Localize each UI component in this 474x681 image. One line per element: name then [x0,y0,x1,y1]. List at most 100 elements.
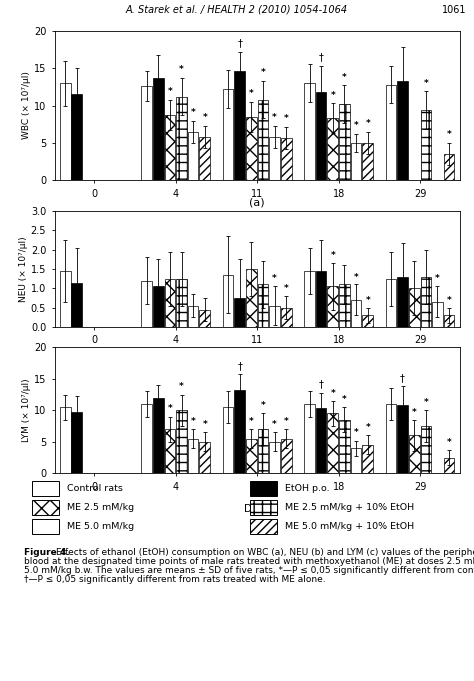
Bar [397,277,408,327]
Text: *: * [261,68,265,77]
Bar [269,442,280,473]
Text: *: * [423,78,428,88]
Bar [188,132,199,180]
Text: *: * [284,114,289,123]
Bar [176,97,187,180]
Text: *: * [342,395,347,404]
Bar [316,271,327,327]
Text: *: * [284,417,289,426]
Y-axis label: LYM (× 10⁷/μl): LYM (× 10⁷/μl) [22,379,31,442]
Y-axis label: WBC (× 10⁷/μl): WBC (× 10⁷/μl) [22,72,31,140]
Bar [281,138,292,180]
Text: ME 2.5 mM/kg: ME 2.5 mM/kg [67,503,135,512]
Text: Days: Days [244,505,270,514]
Bar [153,398,164,473]
Bar [60,83,71,180]
Bar [200,137,210,180]
Bar [386,279,396,327]
Bar [420,110,431,180]
Bar [281,439,292,473]
Bar [258,285,268,327]
Text: Control rats: Control rats [67,484,123,493]
Text: *: * [330,251,335,260]
Text: †: † [319,52,324,62]
Bar [164,429,175,473]
Bar [386,84,396,180]
Bar [432,302,443,327]
Bar [420,276,431,327]
Text: *: * [249,89,254,98]
Bar [188,306,199,327]
Bar [444,315,455,327]
Bar [72,412,82,473]
Text: *: * [284,284,289,293]
Text: ME 5.0 mM/kg: ME 5.0 mM/kg [67,522,135,531]
Bar [200,442,210,473]
Bar [164,279,175,327]
Text: *: * [191,108,196,117]
Bar [397,81,408,180]
Bar [141,86,152,180]
Text: *: * [447,130,452,140]
Bar [164,114,175,180]
Bar [328,118,338,180]
Text: *: * [202,420,207,429]
Bar [328,286,338,327]
Text: 5.0 mM/kg b.w. The values are means ± SD of five rats, *—P ≤ 0,05 significantly : 5.0 mM/kg b.w. The values are means ± SD… [24,566,474,575]
FancyBboxPatch shape [32,519,59,534]
Text: *: * [261,401,265,410]
Bar [409,288,419,327]
Text: *: * [365,119,370,128]
Bar [269,306,280,327]
Bar [234,298,245,327]
Bar [420,426,431,473]
Text: *: * [330,91,335,99]
Bar [339,419,350,473]
Text: †: † [237,361,242,371]
Text: *: * [249,417,254,426]
Text: Figure 4.: Figure 4. [24,548,69,557]
Bar [304,404,315,473]
FancyBboxPatch shape [32,500,59,515]
Text: (c): (c) [250,487,264,496]
Bar [339,104,350,180]
Text: Effects of ethanol (EtOH) consumption on WBC (a), NEU (b) and LYM (c) values of : Effects of ethanol (EtOH) consumption on… [56,548,474,557]
Bar [397,405,408,473]
Text: *: * [202,113,207,122]
Bar [234,390,245,473]
Text: 1061: 1061 [442,5,467,15]
Text: *: * [354,428,358,437]
Bar [386,404,396,473]
Bar [362,315,373,327]
Bar [362,445,373,473]
Text: ME 2.5 mM/kg + 10% EtOH: ME 2.5 mM/kg + 10% EtOH [285,503,414,512]
Bar [246,117,256,180]
Text: blood at the designated time points of male rats treated with methoxyethanol (ME: blood at the designated time points of m… [24,557,474,566]
Text: *: * [191,417,196,426]
Bar [304,83,315,180]
Bar [223,275,233,327]
Text: EtOH p.o.: EtOH p.o. [285,484,330,493]
Text: †: † [319,379,324,390]
Text: *: * [342,73,347,82]
Bar [258,99,268,180]
Bar [60,407,71,473]
Bar [339,285,350,327]
Bar [153,286,164,327]
Bar [246,269,256,327]
Bar [316,409,327,473]
FancyBboxPatch shape [250,519,277,534]
Text: *: * [447,438,452,447]
Bar [72,283,82,327]
Bar [223,89,233,180]
Text: †: † [237,39,242,48]
Bar [258,429,268,473]
Bar [281,308,292,327]
Bar [72,94,82,180]
Bar [176,279,187,327]
FancyBboxPatch shape [250,500,277,515]
Text: *: * [365,424,370,432]
Bar [60,271,71,327]
Bar [328,413,338,473]
Bar [223,407,233,473]
